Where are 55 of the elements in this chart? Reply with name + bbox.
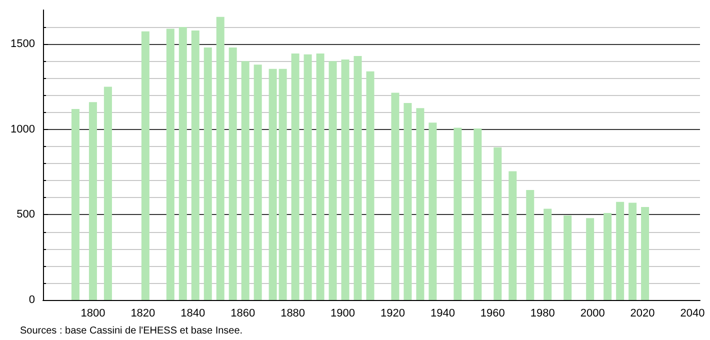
bar [526,190,534,300]
bar [341,59,350,300]
bar [166,28,174,300]
x-tick-label: 1840 [180,308,206,320]
bar [104,86,112,300]
bar [616,202,624,300]
x-tick-label: 1860 [230,308,256,320]
bar [354,56,362,300]
x-tick-label: 1940 [430,308,455,320]
bar [508,171,517,300]
source-note: Sources : base Cassini de l'EHESS et base Insee. [20,326,243,336]
y-tick-label: 0 [28,294,35,306]
x-tick-label: 1800 [80,308,106,320]
x-tick-label: 1880 [280,308,306,320]
bar [604,213,612,300]
bar [316,54,324,300]
x-tick-label: 1960 [480,308,505,320]
x-tick-label: 1980 [530,308,555,320]
bar [416,108,424,300]
bar [454,128,462,300]
bar [178,27,187,300]
bar [228,48,237,300]
x-tick-label: 1920 [380,308,405,320]
bar [586,218,594,300]
bar [291,54,300,300]
x-tick-label: 2020 [630,308,655,320]
x-tick-label: 2040 [680,308,705,320]
bar [241,61,250,300]
bar [141,31,150,300]
bar [564,216,572,300]
y-tick-label: 500 [16,208,35,221]
bar [474,128,482,300]
x-tick-label: 2000 [580,308,605,320]
bar [494,147,502,300]
bar [628,202,637,300]
bar [404,102,412,300]
bar [366,71,374,300]
bar [71,108,80,300]
y-tick-label: 1500 [10,38,35,50]
bar [191,30,200,300]
bar [88,102,97,300]
bar [391,92,400,300]
bar [641,207,650,300]
bar [216,16,224,300]
bar [204,48,212,300]
y-tick-label: 1000 [10,123,35,136]
x-tick-label: 1820 [130,308,156,320]
bar [278,68,287,300]
bar [328,61,337,300]
x-tick-label: 1900 [330,308,356,320]
bar [254,64,262,300]
bar [544,208,552,300]
bar [428,122,437,300]
bar [304,54,312,300]
bar [268,68,277,300]
